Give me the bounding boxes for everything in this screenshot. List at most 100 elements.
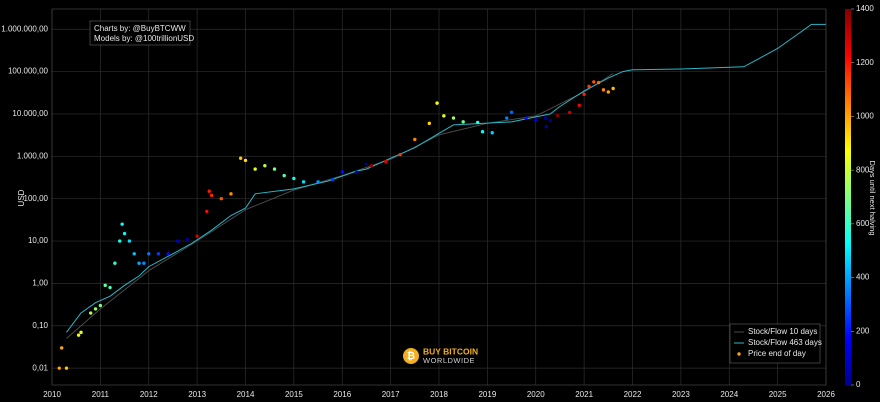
logo-icon bbox=[403, 348, 419, 364]
y-tick-label: 100.000,00 bbox=[8, 67, 49, 76]
point bbox=[592, 80, 596, 84]
legend-label: Stock/Flow 463 days bbox=[748, 338, 822, 347]
y-tick-label: 0,01 bbox=[32, 363, 48, 372]
y-tick-label: 0,10 bbox=[32, 321, 48, 330]
legend-label: Stock/Flow 10 days bbox=[748, 327, 817, 336]
logo-text: BUY BITCOIN bbox=[423, 346, 478, 356]
x-tick-label: 2010 bbox=[43, 390, 61, 399]
point bbox=[451, 116, 456, 120]
annotation: Models by: @100trillionUSD bbox=[94, 34, 194, 43]
x-tick-label: 2015 bbox=[285, 390, 303, 399]
colorbar-tick-label: 600 bbox=[856, 219, 870, 228]
point bbox=[132, 252, 136, 256]
point bbox=[509, 110, 514, 114]
y-tick-label: 100,00 bbox=[24, 194, 49, 203]
point bbox=[611, 86, 615, 91]
point bbox=[282, 173, 286, 178]
point bbox=[355, 170, 359, 174]
point bbox=[113, 261, 117, 265]
x-tick-label: 2018 bbox=[430, 390, 448, 399]
point bbox=[316, 180, 320, 184]
colorbar-tick-label: 1400 bbox=[856, 4, 874, 13]
point bbox=[398, 152, 402, 157]
x-tick-label: 2016 bbox=[333, 390, 351, 399]
point bbox=[577, 103, 581, 107]
point bbox=[166, 252, 170, 256]
point bbox=[207, 189, 211, 193]
point bbox=[176, 239, 180, 243]
point bbox=[263, 164, 267, 168]
point bbox=[301, 180, 306, 184]
colorbar bbox=[845, 9, 851, 385]
x-tick-label: 2017 bbox=[382, 390, 400, 399]
point bbox=[596, 80, 601, 85]
point bbox=[555, 113, 560, 118]
logo-glyph: ₿ bbox=[407, 350, 415, 362]
x-tick-label: 2014 bbox=[237, 390, 255, 399]
point bbox=[219, 196, 224, 201]
point bbox=[103, 283, 107, 288]
x-tick-label: 2024 bbox=[720, 390, 738, 399]
point bbox=[384, 159, 388, 164]
annotation-box bbox=[89, 20, 191, 46]
y-tick-label: 10.000,00 bbox=[12, 109, 48, 118]
point bbox=[490, 131, 494, 135]
point bbox=[548, 118, 552, 123]
point bbox=[195, 234, 199, 238]
colorbar-label: Days until next halving bbox=[868, 160, 877, 235]
point bbox=[209, 193, 214, 198]
x-tick-label: 2023 bbox=[672, 390, 690, 399]
point bbox=[120, 222, 124, 226]
colorbar-tick-label: 400 bbox=[856, 273, 870, 282]
point bbox=[480, 130, 485, 134]
x-tick-label: 2025 bbox=[769, 390, 787, 399]
y-tick-label: 1,00 bbox=[32, 279, 48, 288]
point bbox=[142, 261, 146, 265]
point bbox=[524, 116, 528, 120]
point bbox=[601, 88, 606, 92]
x-tick-label: 2021 bbox=[575, 390, 593, 399]
point bbox=[292, 176, 296, 181]
point bbox=[413, 137, 417, 142]
point bbox=[118, 239, 122, 243]
point bbox=[582, 92, 586, 97]
point bbox=[567, 110, 572, 115]
point bbox=[369, 164, 373, 168]
logo-text: WORLDWIDE bbox=[423, 356, 475, 365]
plot bbox=[57, 23, 826, 370]
point bbox=[89, 311, 93, 315]
point bbox=[534, 118, 538, 122]
point bbox=[108, 285, 112, 290]
point bbox=[238, 156, 243, 160]
point bbox=[543, 116, 548, 120]
point bbox=[476, 120, 480, 125]
colorbar-tick-label: 0 bbox=[856, 380, 861, 389]
point bbox=[340, 170, 344, 174]
legend-swatch bbox=[737, 352, 741, 356]
point bbox=[57, 366, 61, 370]
point bbox=[156, 252, 161, 256]
x-tick-label: 2013 bbox=[188, 390, 206, 399]
annotation: Charts by: @BuyBTCWW bbox=[94, 24, 186, 33]
point bbox=[364, 162, 369, 166]
x-tick-label: 2012 bbox=[140, 390, 158, 399]
point bbox=[229, 192, 233, 196]
point bbox=[606, 90, 611, 94]
point bbox=[427, 121, 432, 126]
y-axis-label: USD bbox=[17, 189, 26, 206]
plot-frame bbox=[51, 8, 827, 386]
point bbox=[93, 307, 98, 311]
point bbox=[461, 120, 465, 124]
point bbox=[98, 303, 103, 308]
point bbox=[76, 333, 81, 337]
colorbar-tick-label: 1200 bbox=[856, 58, 874, 67]
point bbox=[587, 84, 591, 88]
y-tick-label: 1.000.000,00 bbox=[1, 24, 48, 33]
point bbox=[272, 167, 277, 171]
x-tick-label: 2026 bbox=[817, 390, 835, 399]
x-tick-label: 2020 bbox=[527, 390, 545, 399]
colorbar-tick-label: 800 bbox=[856, 165, 870, 174]
legend-box bbox=[729, 323, 821, 364]
point bbox=[544, 124, 549, 129]
